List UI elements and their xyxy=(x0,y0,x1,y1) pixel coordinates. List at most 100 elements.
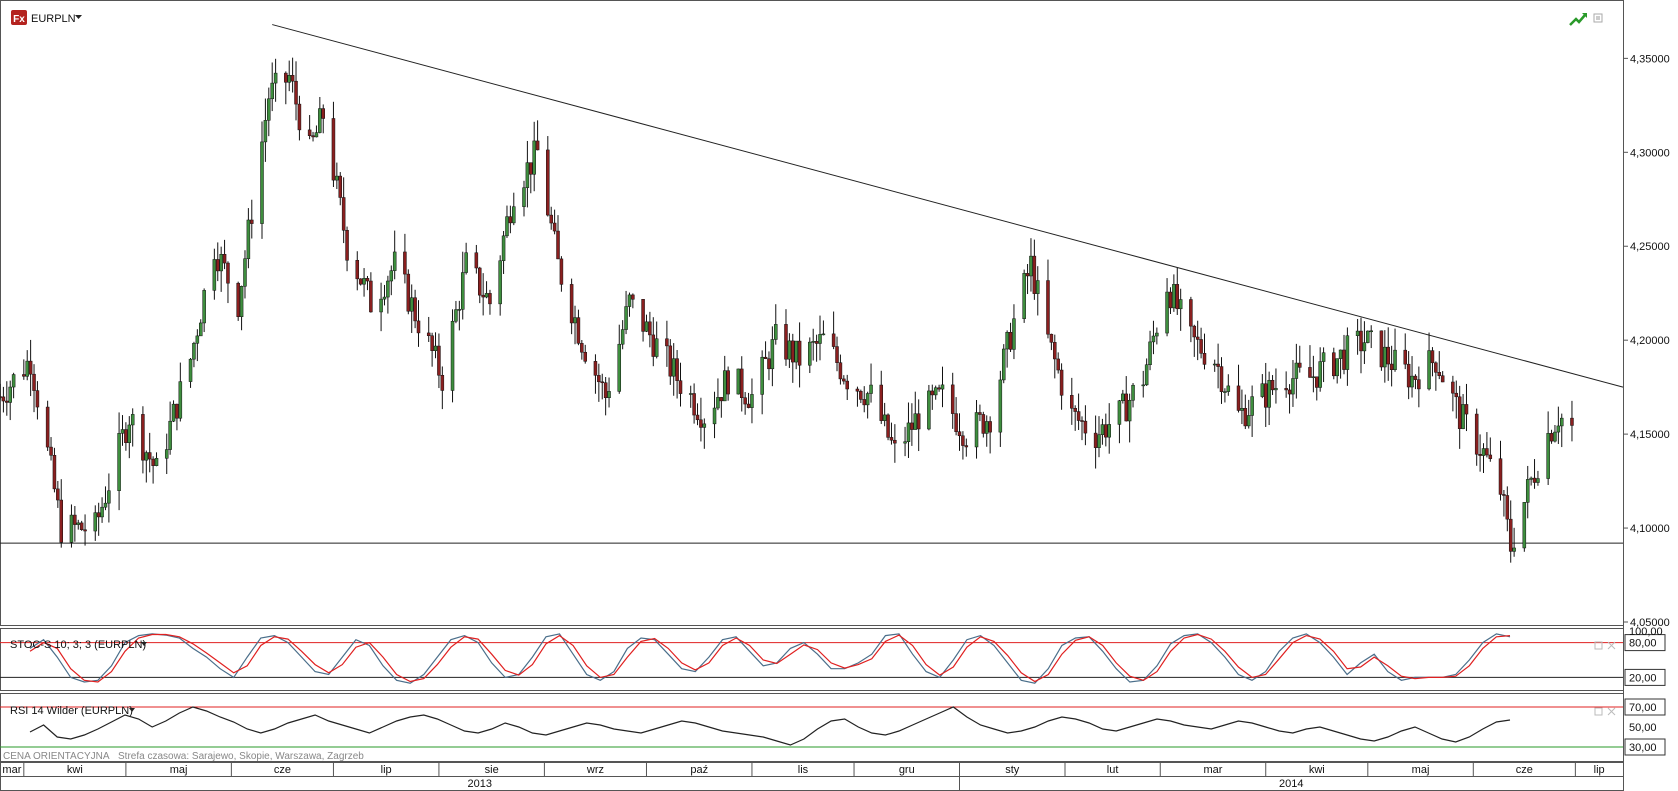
candle-body xyxy=(130,414,135,426)
candle-body xyxy=(1148,341,1152,366)
candle-body xyxy=(1434,362,1438,373)
chart-trend-icon[interactable] xyxy=(1569,13,1587,26)
candle-body xyxy=(1366,330,1370,343)
symbol-dropdown-icon[interactable] xyxy=(75,15,82,19)
candle-body xyxy=(1532,477,1537,483)
candle-body xyxy=(950,384,955,414)
candle-body xyxy=(147,452,152,460)
candle-body xyxy=(961,435,965,446)
candle-body xyxy=(430,335,434,351)
candle-body xyxy=(597,375,601,383)
candle-body xyxy=(1049,333,1054,343)
candle-body xyxy=(287,75,291,83)
candle-body xyxy=(1093,432,1098,448)
candle-body xyxy=(1073,408,1077,412)
candle-body xyxy=(474,252,479,269)
candle-body xyxy=(1219,366,1224,392)
candle-body xyxy=(913,413,918,430)
candle-body xyxy=(1121,393,1125,401)
candle-body xyxy=(1287,389,1292,395)
candle-body xyxy=(842,378,846,382)
candle-body xyxy=(1080,420,1084,422)
candle-body xyxy=(460,272,465,310)
level-label: 70,00 xyxy=(1629,702,1657,714)
candle-body xyxy=(93,512,98,532)
symbol-selector[interactable]: Fx EURPLN xyxy=(11,10,82,25)
candle-body xyxy=(957,431,962,437)
candle-body xyxy=(1570,417,1574,426)
panel-restore-icon[interactable] xyxy=(1594,707,1603,716)
candle-body xyxy=(692,393,696,416)
candle-body xyxy=(1005,332,1009,350)
rsi-dropdown-icon[interactable] xyxy=(129,708,135,712)
candle-body xyxy=(79,522,84,530)
candle-body xyxy=(556,230,560,260)
candle-body xyxy=(1525,479,1530,503)
candle-body xyxy=(8,386,12,403)
panel-close-icon[interactable] xyxy=(1607,707,1616,716)
candle-body xyxy=(270,82,274,100)
candle-body xyxy=(1107,424,1111,438)
candle-body xyxy=(1141,384,1145,387)
resistance-trendline[interactable] xyxy=(272,24,1624,388)
level-label-box xyxy=(1624,738,1666,756)
candle-body xyxy=(1403,349,1407,365)
rsi-label: RSI 14 Wilder (EURPLN) xyxy=(10,705,133,717)
candle-body xyxy=(1172,284,1176,309)
candle-body xyxy=(141,414,145,461)
candle-body xyxy=(549,214,553,224)
candle-body xyxy=(409,297,414,312)
candle-body xyxy=(76,522,81,525)
candle-body xyxy=(1308,367,1312,378)
candle-body xyxy=(1029,255,1033,277)
candle-body xyxy=(811,341,815,343)
candle-body xyxy=(1406,363,1411,388)
candle-body xyxy=(1417,379,1421,390)
panel-close-icon[interactable] xyxy=(1607,641,1616,650)
candle-body xyxy=(927,390,931,430)
candle-body xyxy=(1056,358,1060,371)
candle-body xyxy=(1270,379,1275,391)
candle-body xyxy=(791,340,795,363)
candle-body xyxy=(760,356,764,395)
candle-body xyxy=(1294,362,1299,379)
panel-restore-icon[interactable] xyxy=(1594,641,1603,650)
stoch-series xyxy=(29,633,1511,684)
candle-body xyxy=(600,381,604,384)
rsi-panel-controls[interactable] xyxy=(1594,707,1616,716)
candle-body xyxy=(1332,352,1336,377)
candle-body xyxy=(321,108,325,119)
candle-body xyxy=(1437,372,1442,376)
candle-body xyxy=(593,361,598,376)
candle-body xyxy=(750,394,754,408)
candle-body xyxy=(974,412,979,448)
candle-body xyxy=(83,529,87,532)
candle-body xyxy=(1032,255,1037,294)
candle-body xyxy=(1383,346,1387,368)
candle-body xyxy=(1546,433,1550,479)
candle-body xyxy=(525,162,530,188)
candle-body xyxy=(358,278,363,285)
stoch-dropdown-icon[interactable] xyxy=(141,642,147,646)
candle-body xyxy=(903,441,907,444)
candle-body xyxy=(175,403,179,419)
window-restore-icon[interactable] xyxy=(1593,13,1603,23)
candle-body xyxy=(127,424,132,443)
candle-body xyxy=(243,258,247,287)
candle-body xyxy=(212,259,217,291)
candle-body xyxy=(1461,404,1465,429)
candle-body xyxy=(1315,376,1319,388)
candle-body xyxy=(1195,336,1200,340)
candle-body xyxy=(35,390,40,408)
price-tick-label: 4,15000 xyxy=(1630,429,1670,441)
candle-body xyxy=(1413,375,1418,380)
candle-body xyxy=(1022,273,1026,319)
stoch-label: STOC-S 10; 3; 3 (EURPLN) xyxy=(10,639,146,651)
candle-body xyxy=(1246,415,1251,427)
candle-body xyxy=(498,260,502,305)
price-tick-label: 4,30000 xyxy=(1630,147,1670,159)
stoch-panel-controls[interactable] xyxy=(1594,641,1616,650)
candle-body xyxy=(1127,399,1132,422)
candle-body xyxy=(284,72,288,83)
